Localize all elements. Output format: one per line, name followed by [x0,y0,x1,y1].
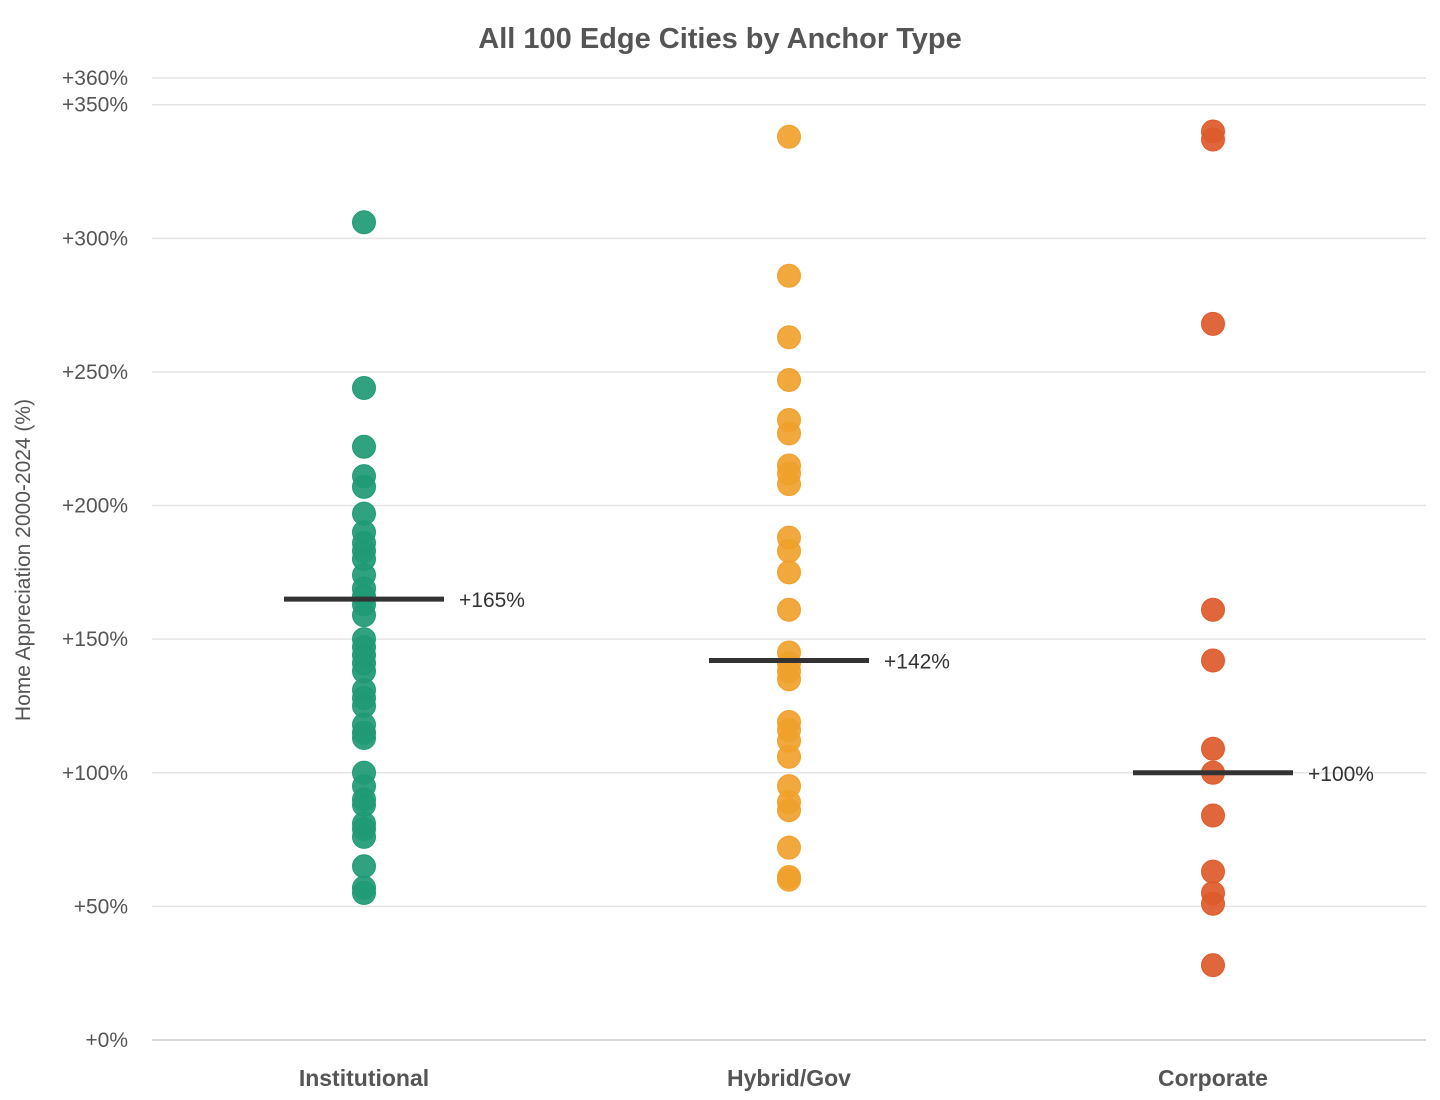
median-label: +100% [1308,763,1374,786]
data-point [352,474,376,499]
x-tick-label: Institutional [299,1065,429,1091]
data-points [352,119,1225,978]
data-point [352,824,376,849]
data-point [352,881,376,906]
chart-title: All 100 Edge Cities by Anchor Type [478,23,961,55]
data-point [777,124,801,149]
data-point [777,538,801,563]
data-point [777,472,801,497]
y-tick-label: +150% [62,628,128,651]
data-point [352,603,376,628]
data-point [1201,891,1225,916]
data-point [777,367,801,392]
y-tick-label: +50% [74,895,128,918]
y-axis-ticks: +0% +50% +100% +150% +200% +250% +300% +350% +36… [62,67,128,1052]
x-tick-label: Hybrid/Gov [727,1065,851,1091]
data-point [352,434,376,459]
y-tick-label: +200% [62,495,128,518]
y-tick-label: +360% [62,67,128,90]
y-axis-label: Home Appreciation 2000-2024 (%) [12,399,35,721]
data-point [777,867,801,892]
median-label: +142% [884,651,950,674]
data-point [777,835,801,860]
data-point [777,421,801,446]
data-point [1201,859,1225,884]
data-point [1201,648,1225,673]
data-point [777,263,801,288]
median-markers: +165% +142% +100% [284,589,1374,786]
data-point [1201,953,1225,978]
data-point [777,744,801,769]
y-tick-label: +100% [62,762,128,785]
x-axis-ticks: Institutional Hybrid/Gov Corporate [299,1065,1268,1091]
y-tick-label: +300% [62,227,128,250]
data-point [352,375,376,400]
data-point [777,560,801,585]
data-point [777,798,801,823]
y-tick-label: +250% [62,361,128,384]
median-label: +165% [459,589,525,612]
data-point [777,325,801,350]
data-point [1201,597,1225,622]
x-tick-label: Corporate [1158,1065,1268,1091]
data-point [1201,311,1225,336]
data-point [1201,736,1225,761]
data-point [352,854,376,879]
y-tick-label: +0% [85,1029,128,1052]
data-point [777,667,801,692]
data-point [352,726,376,751]
y-tick-label: +350% [62,94,128,117]
data-point [1201,127,1225,152]
data-point [352,210,376,235]
data-point [1201,803,1225,828]
data-point [777,597,801,622]
